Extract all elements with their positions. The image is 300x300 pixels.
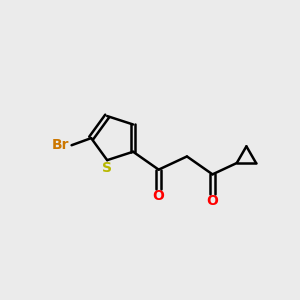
Text: O: O (207, 194, 218, 208)
Text: Br: Br (52, 138, 69, 152)
Text: O: O (153, 189, 165, 203)
Text: S: S (102, 160, 112, 175)
